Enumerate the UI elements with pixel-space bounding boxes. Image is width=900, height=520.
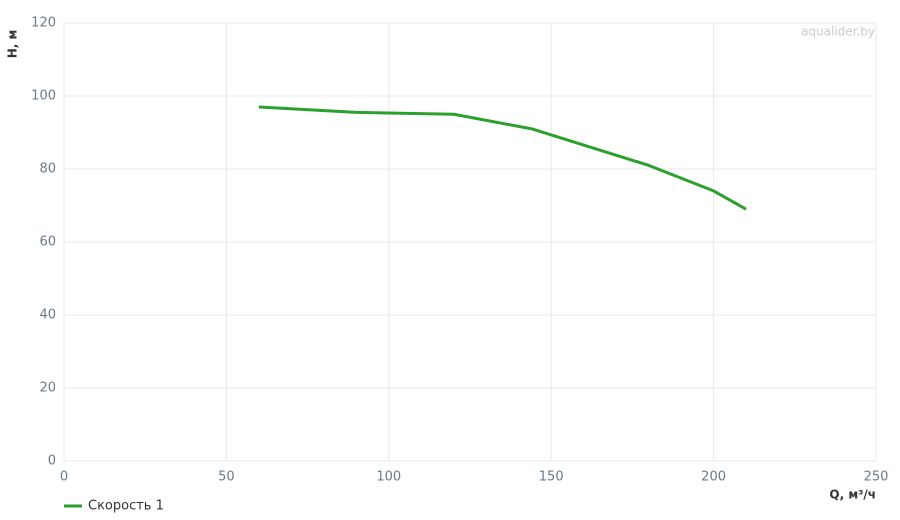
y-tick-label: 40 [39,308,56,323]
y-tick-label: 100 [31,89,56,104]
y-tick-label: 120 [31,16,56,31]
y-axis-title: H, м [6,30,20,59]
x-tick-label: 200 [701,470,726,485]
x-tick-label: 250 [864,470,889,485]
watermark: aqualider.by [801,25,875,39]
y-tick-label: 60 [39,235,56,250]
x-tick-label: 50 [218,470,235,485]
y-tick-label: 20 [39,381,56,396]
y-tick-label: 80 [39,162,56,177]
x-tick-label: 100 [376,470,401,485]
data-line [258,105,747,211]
y-tick-label: 0 [48,454,56,469]
x-tick-label: 150 [539,470,564,485]
x-axis-title: Q, м³/ч [829,488,876,502]
x-tick-label: 0 [60,470,68,485]
legend-label: Скорость 1 [88,499,164,514]
